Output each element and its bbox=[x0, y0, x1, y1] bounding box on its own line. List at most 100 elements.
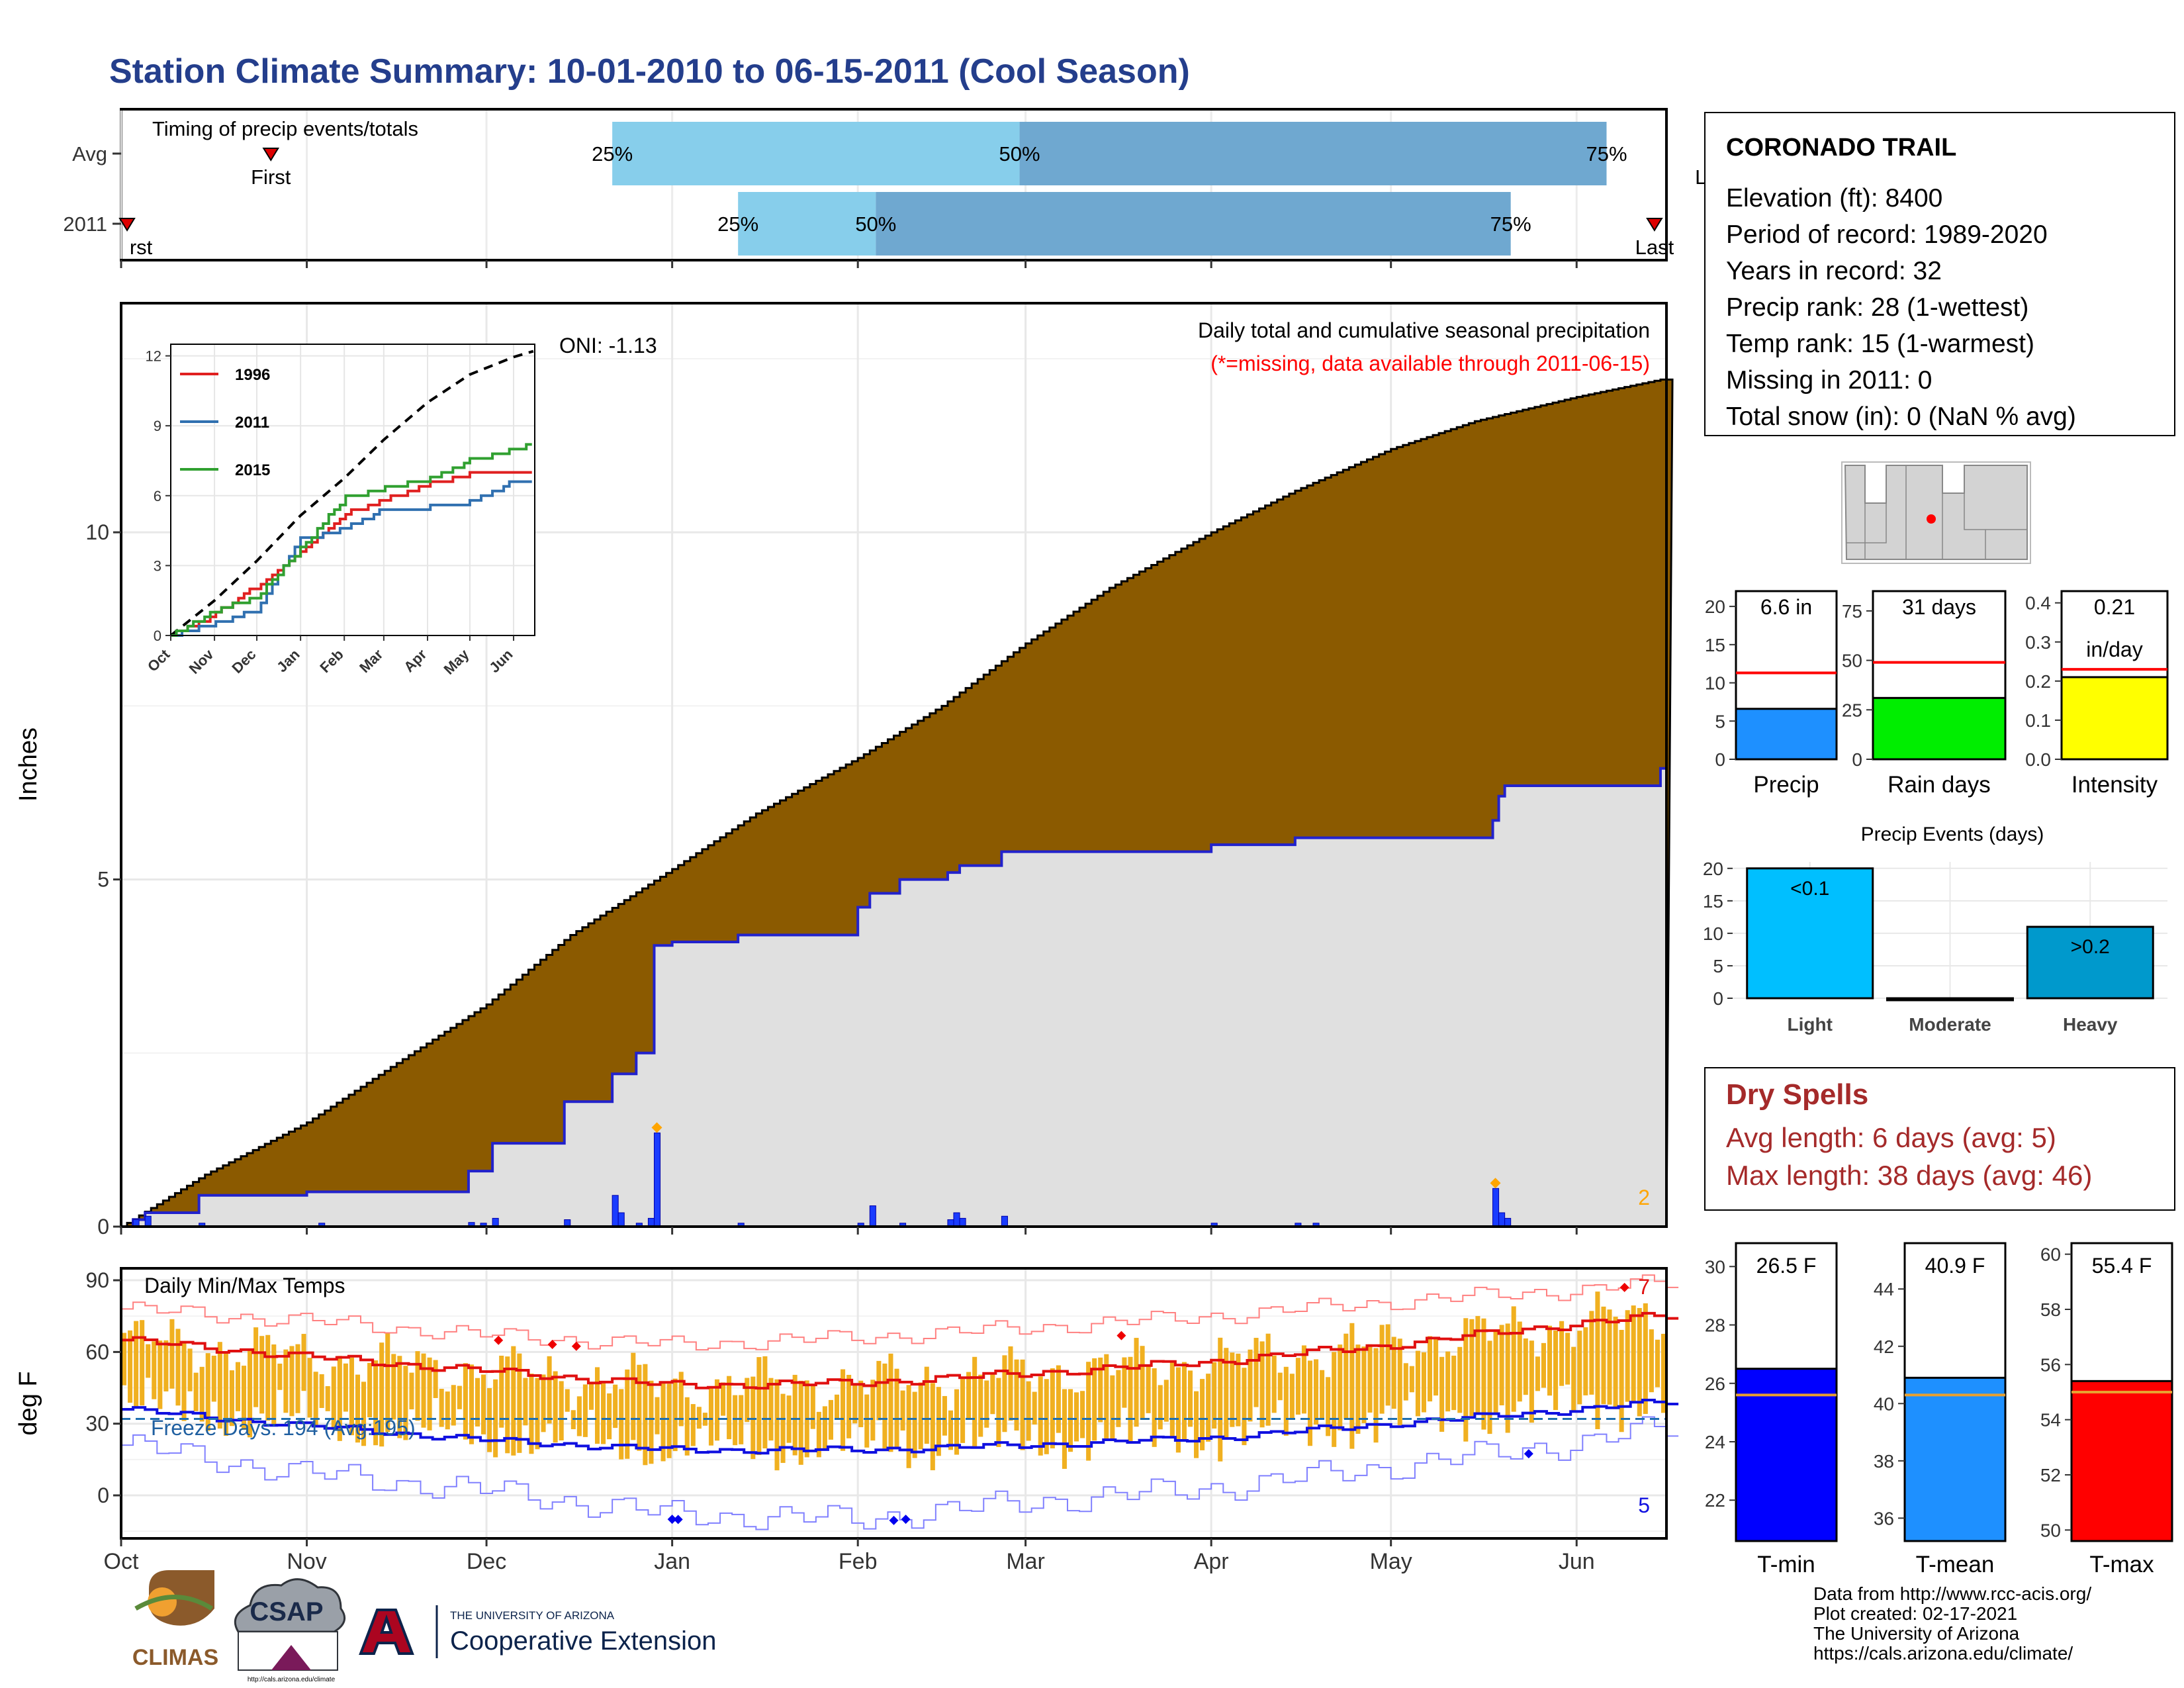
daily-temp-bar bbox=[1038, 1376, 1043, 1456]
daily-temp-bar bbox=[337, 1356, 342, 1441]
record-high-count: 7 bbox=[1638, 1275, 1650, 1299]
daily-temp-bar bbox=[1571, 1346, 1576, 1411]
temp-line-avg-tmin bbox=[121, 1399, 1679, 1455]
station-detail-line: Years in record: 32 bbox=[1726, 257, 1942, 285]
month-axis: Oct Nov Dec Jan Feb Mar Apr May Jun bbox=[104, 1538, 1595, 1574]
daily-precip-bar bbox=[869, 1205, 876, 1227]
events-bars: 0 5 10 15 20 <0.1 Light Moderate >0.2 Heavy bbox=[1703, 859, 2167, 1035]
temp-stat-label: T-max bbox=[2089, 1552, 2154, 1577]
daily-temp-bar bbox=[1080, 1391, 1085, 1438]
daily-temp-bar bbox=[1230, 1352, 1235, 1427]
timing-bar-25-50 bbox=[738, 192, 876, 256]
daily-temp-bar bbox=[181, 1342, 187, 1421]
record-high-marker bbox=[1619, 1282, 1629, 1292]
precip-panel-border bbox=[120, 302, 1668, 1228]
stat-bar-tick-label: 0.0 bbox=[2025, 749, 2051, 770]
temp-y-tick-label: 0 bbox=[97, 1483, 109, 1507]
timing-bar-50-75 bbox=[1019, 122, 1607, 185]
daily-temp-bar bbox=[1163, 1380, 1169, 1422]
timing-last-label: Last bbox=[1635, 236, 1674, 259]
daily-temp-bar bbox=[666, 1383, 672, 1458]
temp-stat-value: 26.5 F bbox=[1756, 1254, 1817, 1278]
daily-temp-bar bbox=[690, 1404, 696, 1446]
timing-p50-label: 50% bbox=[855, 212, 896, 236]
station-detail-line: Missing in 2011: 0 bbox=[1726, 366, 1932, 395]
daily-temp-bar bbox=[475, 1378, 480, 1427]
daily-temp-bar bbox=[175, 1329, 181, 1406]
climas-sun bbox=[148, 1587, 177, 1617]
daily-temp-bar bbox=[1104, 1354, 1109, 1440]
daily-temp-bar bbox=[487, 1387, 492, 1452]
daily-temp-bar bbox=[259, 1336, 265, 1414]
inset-line-2011 bbox=[171, 480, 532, 637]
daily-temp-bar bbox=[457, 1385, 462, 1409]
daily-temp-bar bbox=[505, 1356, 510, 1454]
daily-temp-bar bbox=[1451, 1355, 1457, 1411]
stat-bar-tick-label: 5 bbox=[1715, 711, 1725, 731]
daily-temp-bar bbox=[588, 1382, 594, 1410]
daily-temp-bar bbox=[1134, 1338, 1139, 1427]
temp-y-tick-label: 90 bbox=[85, 1268, 109, 1292]
daily-temp-bar bbox=[966, 1372, 972, 1419]
stat-bar-tick-label: 50 bbox=[1842, 651, 1862, 671]
daily-temp-bar bbox=[810, 1385, 815, 1429]
daily-temp-bar bbox=[517, 1353, 522, 1453]
freeze-days-label: Freeze Days: 194 (Avg:195) bbox=[151, 1416, 416, 1440]
events-category-label: Heavy bbox=[2063, 1014, 2118, 1035]
timing-first-label: rst bbox=[130, 236, 153, 259]
daily-temp-bar bbox=[1445, 1351, 1451, 1412]
daily-temp-bar bbox=[756, 1357, 762, 1456]
daily-temp-bar bbox=[265, 1335, 271, 1421]
timing-panel: Timing of precip events/totals Avg 25% 50%… bbox=[63, 108, 1734, 268]
temp-panel: 0 30 60 90 deg F Daily Min/Max Temps Freeze… bbox=[15, 1267, 1679, 1540]
daily-temp-bar bbox=[295, 1344, 300, 1413]
daily-temp-bar bbox=[978, 1374, 983, 1437]
stat-bar-value: 6.6 in bbox=[1760, 595, 1812, 619]
stat-bar-label: Precip bbox=[1753, 772, 1819, 798]
daily-temp-bar bbox=[990, 1374, 995, 1415]
temp-stat-label: T-mean bbox=[1916, 1552, 1995, 1577]
daily-temp-bar bbox=[1026, 1381, 1031, 1441]
daily-temp-bar bbox=[1092, 1358, 1097, 1441]
stat-bar-tick-label: 20 bbox=[1705, 596, 1725, 617]
csap-cloud bbox=[234, 1578, 346, 1633]
temp-y-label: deg F bbox=[15, 1371, 42, 1435]
record-high-marker bbox=[494, 1335, 504, 1345]
temp-stat-tick-label: 36 bbox=[1874, 1508, 1894, 1528]
temp-stat-value: 40.9 F bbox=[1925, 1254, 1985, 1278]
daily-temp-bar bbox=[714, 1379, 720, 1441]
daily-temp-bar bbox=[733, 1395, 738, 1446]
daily-temp-bar bbox=[1349, 1323, 1355, 1449]
daily-temp-bar bbox=[385, 1333, 390, 1432]
daily-temp-bar bbox=[864, 1394, 870, 1448]
daily-temp-bar bbox=[1505, 1323, 1510, 1433]
daily-temp-bar bbox=[1397, 1338, 1402, 1425]
temp-y-axis: 0 30 60 90 bbox=[85, 1268, 121, 1507]
month-tick-label: May bbox=[1370, 1549, 1412, 1574]
stat-bar-value-unit: in/day bbox=[2086, 637, 2142, 661]
csap-mountains bbox=[271, 1645, 311, 1670]
stat-bar-tick-label: 0.2 bbox=[2025, 671, 2051, 692]
temp-stat-tick-label: 22 bbox=[1705, 1490, 1725, 1511]
daily-temp-bar bbox=[930, 1383, 935, 1471]
daily-temp-bar bbox=[1565, 1333, 1570, 1385]
daily-temp-bar bbox=[1541, 1342, 1546, 1388]
daily-temp-bar bbox=[1433, 1336, 1439, 1396]
timing-last-marker bbox=[1646, 218, 1663, 232]
daily-temp-bar bbox=[972, 1356, 978, 1449]
station-detail-line: Temp rank: 15 (1-warmest) bbox=[1726, 330, 2034, 358]
events-bar-label: <0.1 bbox=[1790, 878, 1829, 900]
daily-temp-bar bbox=[325, 1385, 330, 1411]
daily-temp-bar bbox=[1427, 1336, 1433, 1402]
daily-temp-bar bbox=[1613, 1317, 1618, 1409]
daily-temp-bar bbox=[582, 1384, 588, 1437]
stat-bar-tick-label: 75 bbox=[1842, 601, 1862, 622]
month-tick-label: Jun bbox=[1559, 1549, 1595, 1574]
daily-temp-bar bbox=[996, 1378, 1001, 1447]
daily-temp-bar bbox=[678, 1372, 684, 1427]
daily-temp-bar bbox=[211, 1355, 216, 1402]
daily-temp-bar bbox=[1625, 1310, 1630, 1402]
month-tick-label: Oct bbox=[104, 1549, 139, 1574]
daily-temp-bar bbox=[134, 1321, 139, 1407]
precip-events-chart: Precip Events (days) 0 5 10 15 20 <0.1 Light Mo… bbox=[1703, 823, 2167, 1035]
